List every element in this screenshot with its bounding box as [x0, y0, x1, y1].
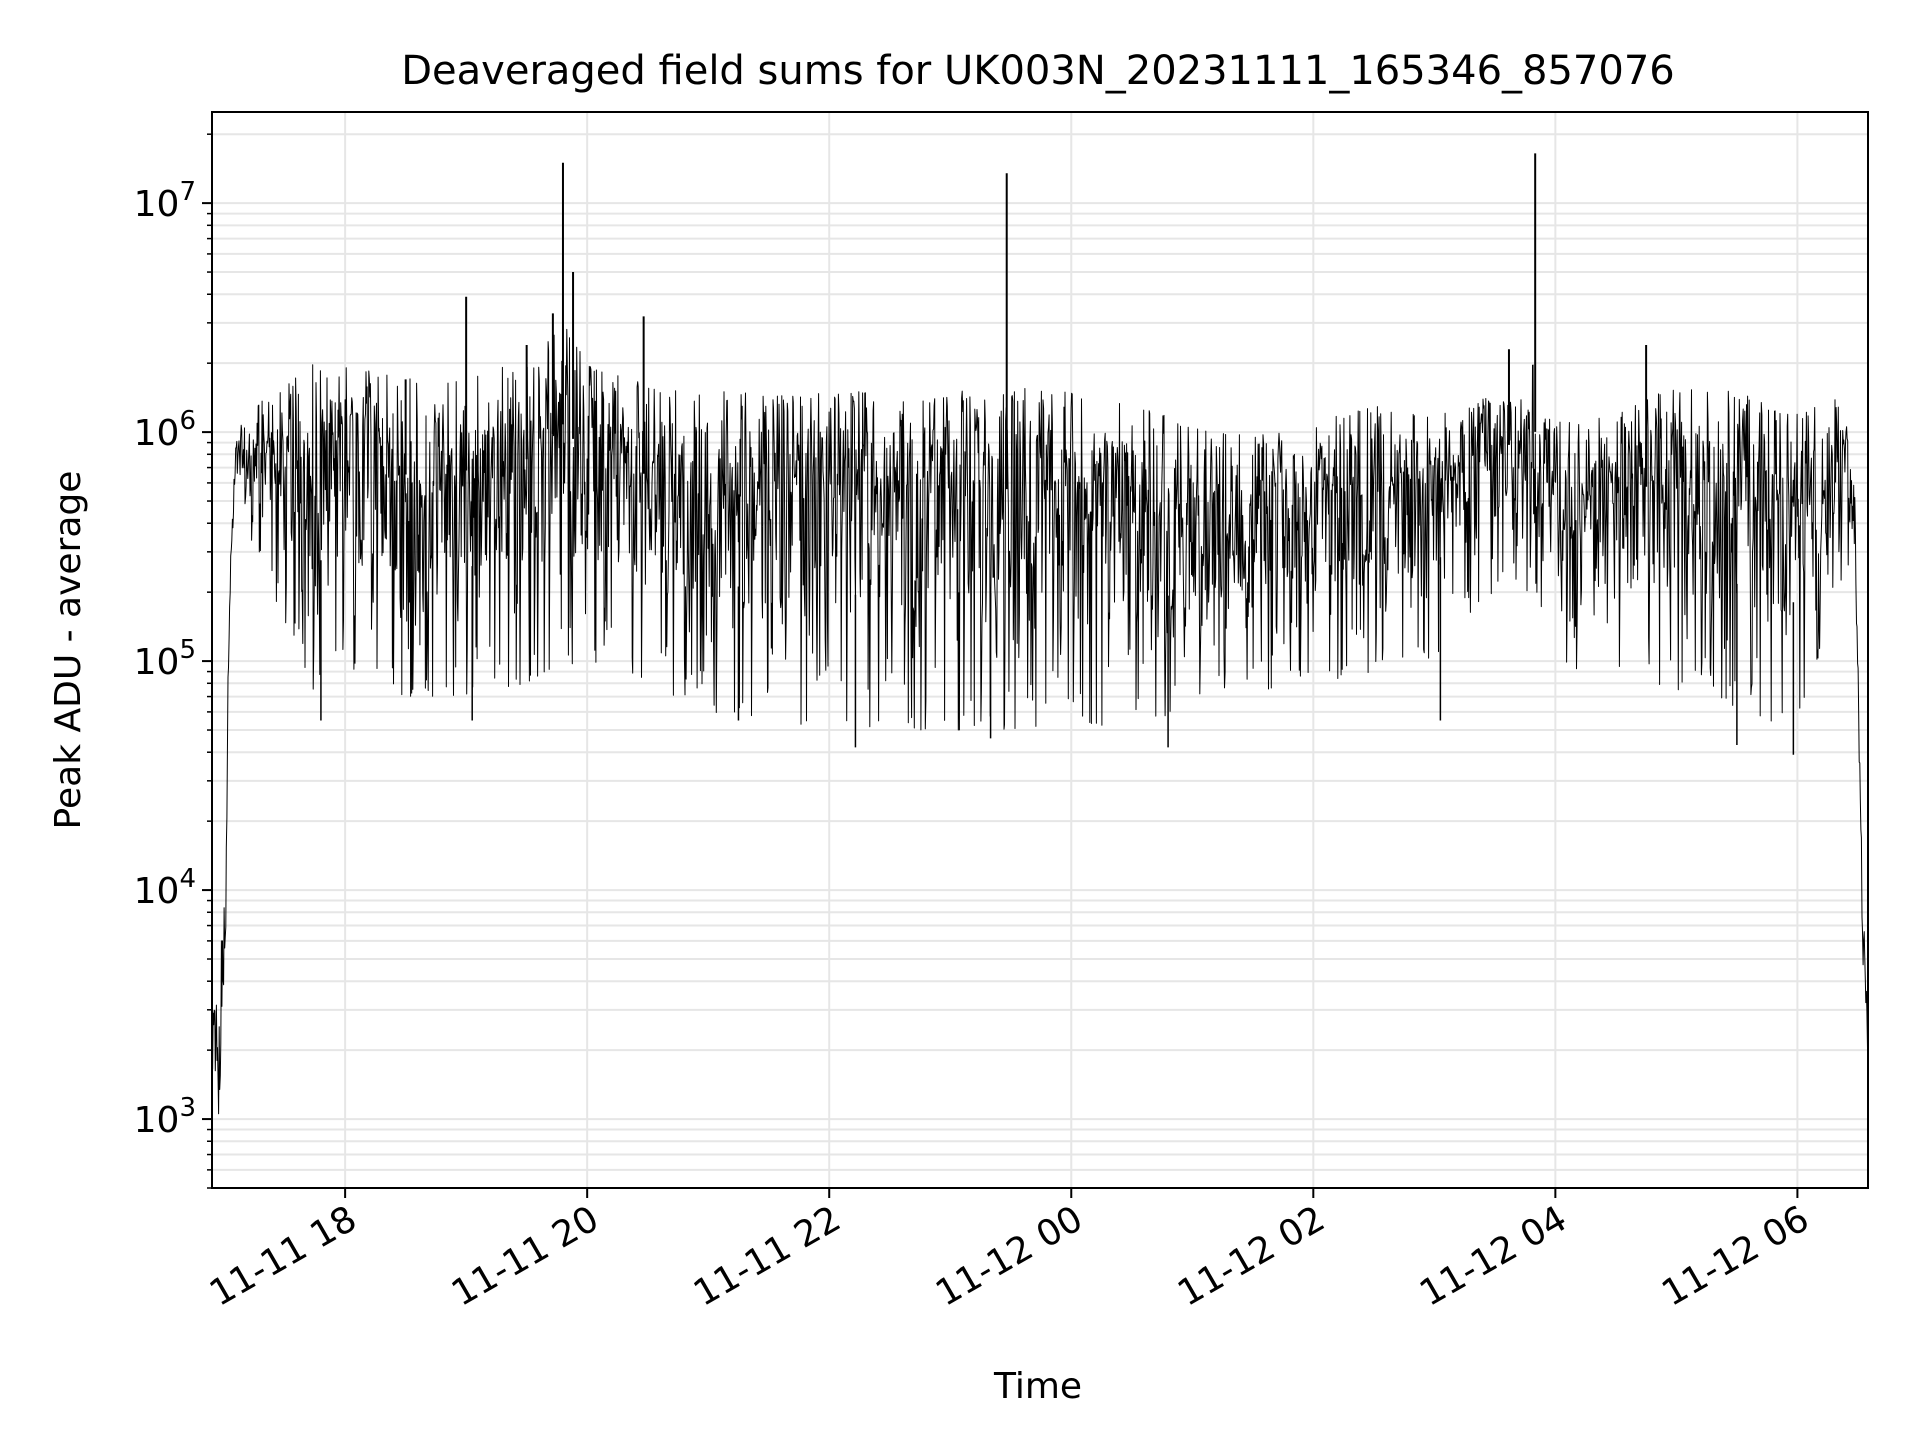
y-tick-base: 10 — [134, 871, 180, 912]
x-axis-label: Time — [993, 1366, 1082, 1407]
y-tick-label: 104 — [134, 864, 196, 912]
y-tick-label: 107 — [134, 177, 196, 225]
y-axis-label: Peak ADU - average — [48, 471, 89, 830]
y-tick-label: 105 — [134, 635, 196, 683]
data-series — [211, 153, 1868, 1115]
y-tick-base: 10 — [134, 184, 180, 225]
y-tick-exponent: 6 — [179, 406, 196, 436]
plot-frame — [211, 111, 1869, 1189]
y-tick-exponent: 4 — [179, 864, 196, 894]
grid — [212, 112, 1868, 1189]
y-tick-base: 10 — [134, 1100, 180, 1141]
y-tick-base: 10 — [134, 642, 180, 683]
chart-title: Deaveraged field sums for UK003N_2023111… — [401, 48, 1674, 94]
series-trace — [211, 328, 1868, 1115]
y-tick-exponent: 3 — [179, 1093, 196, 1123]
y-tick-label: 103 — [134, 1093, 196, 1141]
y-tick-exponent: 5 — [179, 635, 196, 665]
y-tick-base: 10 — [134, 413, 180, 454]
y-tick-label: 106 — [134, 406, 196, 454]
y-tick-exponent: 7 — [179, 177, 196, 207]
